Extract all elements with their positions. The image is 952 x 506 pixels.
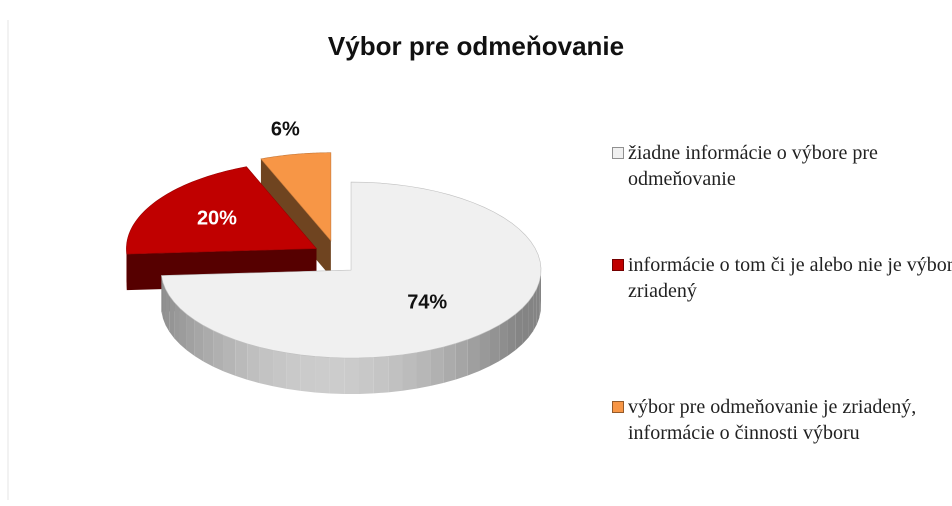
slice-wall [455, 339, 468, 380]
data-label: 20% [197, 208, 237, 230]
slice-wall [467, 335, 480, 376]
slice [126, 166, 318, 255]
slice-wall [186, 314, 195, 357]
legend-swatch [612, 401, 624, 413]
slice-wall [286, 352, 301, 391]
slice-wall [247, 343, 260, 384]
slice-wall [259, 347, 274, 387]
slice-wall [479, 330, 490, 372]
slice-wall [203, 325, 214, 367]
slice-wall [507, 313, 516, 356]
data-label: 6% [271, 118, 300, 140]
slice-wall [169, 295, 175, 339]
slice-wall [430, 346, 444, 387]
slice-wall [402, 352, 417, 391]
chart-title: Výbor pre odmeňovanie [328, 31, 624, 61]
slice-wall [165, 289, 170, 332]
legend-entry: žiadne informácie o výbore pre odmeňovan… [612, 140, 952, 192]
slice-wall [213, 330, 224, 372]
slice-wall [235, 339, 248, 380]
slice-wall [528, 295, 534, 338]
slice-wall [344, 357, 359, 394]
slice [260, 152, 332, 242]
slice-wall [300, 354, 316, 393]
legend-swatch [612, 147, 624, 159]
slice-wall [329, 357, 345, 394]
slice-wall [174, 302, 180, 345]
slice-wall [315, 356, 330, 394]
slice-wall [522, 301, 529, 344]
slice-wall [443, 343, 456, 383]
legend-label: žiadne informácie o výbore pre odmeňovan… [628, 142, 878, 190]
slice-wall [194, 320, 204, 362]
slice-wall [416, 350, 431, 389]
data-label: 74% [407, 291, 447, 313]
slice-wall [179, 308, 187, 351]
labels: 6% 20% 74% [197, 118, 447, 313]
pie [126, 152, 542, 394]
slice [161, 181, 542, 359]
slice-wall [223, 335, 236, 376]
slice-wall [273, 350, 287, 389]
legend-entry: informácie o tom či je alebo nie je výbo… [612, 252, 952, 304]
slice-wall [536, 281, 540, 325]
slice-wall [373, 356, 389, 394]
legend-label: výbor pre odmeňovanie je zriadený, infor… [628, 396, 917, 444]
slice-wall [358, 357, 374, 394]
slice-wall [533, 288, 537, 332]
slice-wall [388, 354, 403, 393]
slice-wall [499, 319, 508, 362]
slice-wall [162, 282, 166, 326]
slice-wall [515, 307, 523, 350]
legend-swatch [612, 259, 624, 271]
slice-wall [489, 325, 500, 367]
slice-wall [539, 275, 541, 318]
legend-label: informácie o tom či je alebo nie je výbo… [628, 254, 952, 302]
legend-entry: výbor pre odmeňovanie je zriadený, infor… [612, 394, 952, 446]
slice-wall [161, 275, 163, 319]
